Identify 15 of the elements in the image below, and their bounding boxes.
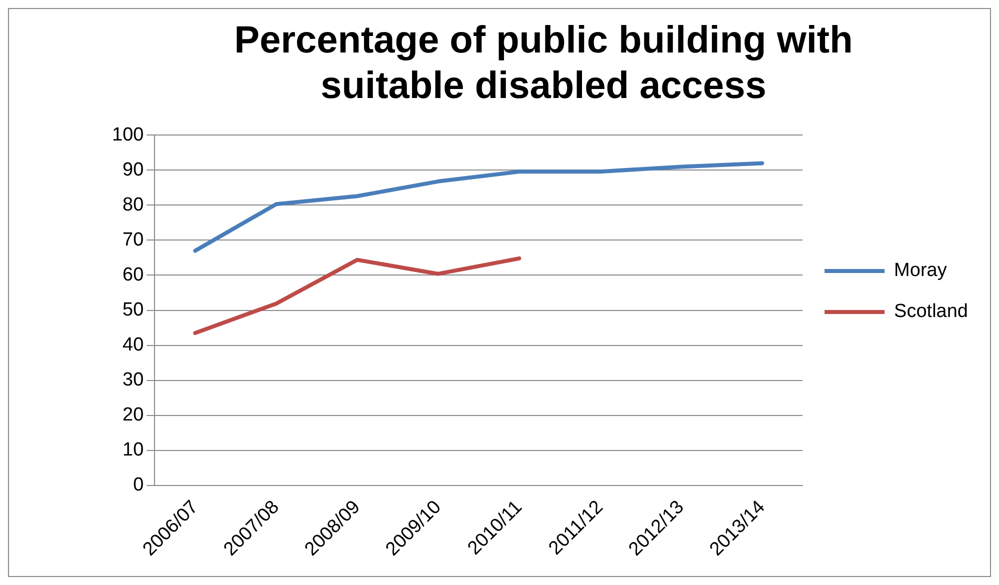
y-tick-label: 20 bbox=[122, 404, 144, 426]
y-tick-label: 90 bbox=[122, 159, 144, 180]
y-tick-label: 70 bbox=[122, 229, 144, 250]
text: suitable disabled access bbox=[320, 64, 766, 107]
y-tick-label: 10 bbox=[122, 440, 144, 461]
y-tick-label: 30 bbox=[122, 370, 144, 391]
y-tick-label: 0 bbox=[133, 474, 144, 496]
y-tick-label: 50 bbox=[122, 299, 144, 320]
y-tick-label: 100 bbox=[112, 124, 144, 146]
y-tick-label: 40 bbox=[122, 334, 144, 356]
y-tick-label: 80 bbox=[122, 194, 144, 216]
text: Percentage of public building with bbox=[234, 19, 853, 62]
legend-label: Moray bbox=[894, 260, 948, 282]
legend-label: Scotland bbox=[894, 301, 968, 322]
y-tick-label: 60 bbox=[122, 264, 144, 286]
